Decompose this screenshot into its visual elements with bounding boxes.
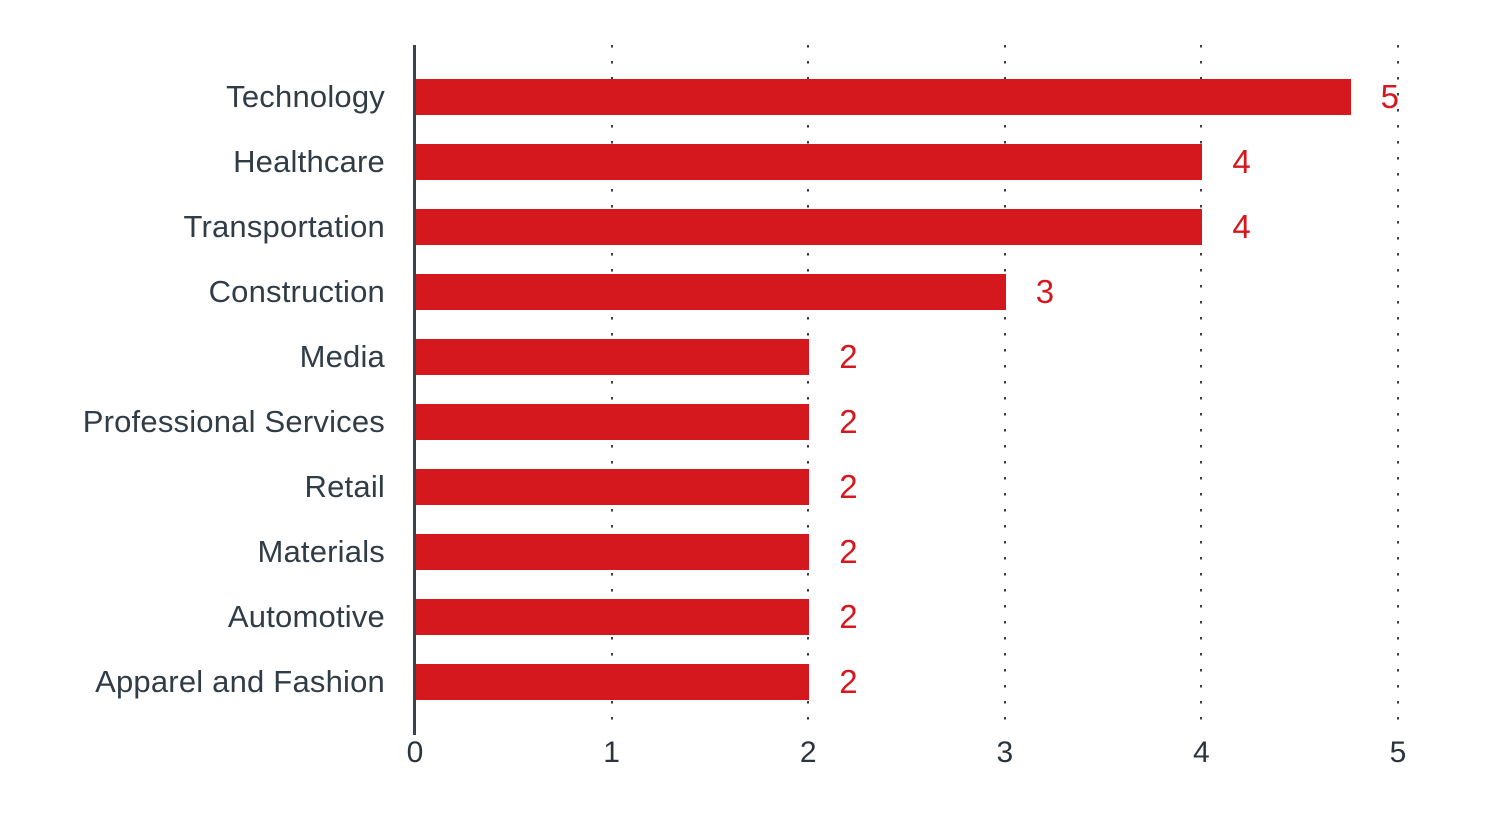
gridline (1003, 45, 1006, 732)
value-label: 3 (1035, 273, 1055, 310)
bar (416, 338, 810, 375)
bar-track: 3 (416, 273, 1399, 310)
gridline (610, 45, 613, 732)
bar (416, 533, 810, 570)
x-tick-label: 1 (603, 736, 620, 769)
bar (416, 273, 1006, 310)
bar-track: 2 (416, 338, 1399, 375)
bar-row: Transportation 4 (0, 194, 1500, 259)
x-tick-label: 5 (1389, 736, 1407, 769)
bar-row: Technology 5 (0, 64, 1500, 129)
bar (416, 208, 1203, 245)
bar-row: Retail 2 (0, 454, 1500, 519)
bar-rows: Technology 5 Healthcare 4 Transportation… (0, 64, 1500, 714)
category-label: Construction (208, 273, 385, 309)
value-label: 2 (839, 468, 858, 505)
bar (416, 403, 810, 440)
x-tick-label: 4 (1193, 736, 1210, 769)
category-label: Retail (304, 468, 385, 504)
category-label: Apparel and Fashion (95, 663, 385, 699)
bar-track: 2 (416, 403, 1399, 440)
value-label: 2 (839, 338, 858, 375)
value-label: 2 (839, 533, 858, 570)
category-label: Materials (257, 533, 385, 569)
bar-track: 5 (416, 78, 1399, 115)
bar (416, 143, 1203, 180)
bar-track: 2 (416, 663, 1399, 700)
bar-row: Automotive 2 (0, 584, 1500, 649)
bar-row: Healthcare 4 (0, 129, 1500, 194)
gridline (807, 45, 810, 732)
bar-track: 2 (416, 468, 1399, 505)
category-label: Media (299, 338, 385, 374)
bar-row: Materials 2 (0, 519, 1500, 584)
bar-row: Media 2 (0, 324, 1500, 389)
bar (416, 78, 1351, 115)
category-label: Professional Services (82, 403, 385, 439)
category-label: Healthcare (233, 143, 385, 179)
x-tick-label: 2 (799, 736, 817, 769)
value-label: 2 (839, 403, 858, 440)
bar (416, 598, 810, 635)
gridline (1200, 45, 1203, 732)
bar-track: 2 (416, 533, 1399, 570)
bar-row: Professional Services 2 (0, 389, 1500, 454)
x-tick-label: 0 (406, 736, 424, 769)
value-label: 2 (839, 598, 858, 635)
bar-track: 4 (416, 208, 1399, 245)
bar (416, 468, 810, 505)
bar-row: Apparel and Fashion 2 (0, 649, 1500, 714)
value-label: 5 (1380, 78, 1399, 115)
category-label: Technology (226, 78, 385, 114)
category-label: Automotive (227, 598, 385, 634)
bar-track: 2 (416, 598, 1399, 635)
bar-track: 4 (416, 143, 1399, 180)
value-label: 4 (1232, 143, 1251, 180)
bar (416, 663, 810, 700)
y-axis-line (413, 45, 416, 735)
x-tick-label: 3 (996, 736, 1014, 769)
value-label: 4 (1232, 208, 1251, 245)
value-label: 2 (839, 663, 858, 700)
bar-row: Construction 3 (0, 259, 1500, 324)
gridline (1397, 45, 1399, 732)
category-label: Transportation (183, 208, 385, 244)
